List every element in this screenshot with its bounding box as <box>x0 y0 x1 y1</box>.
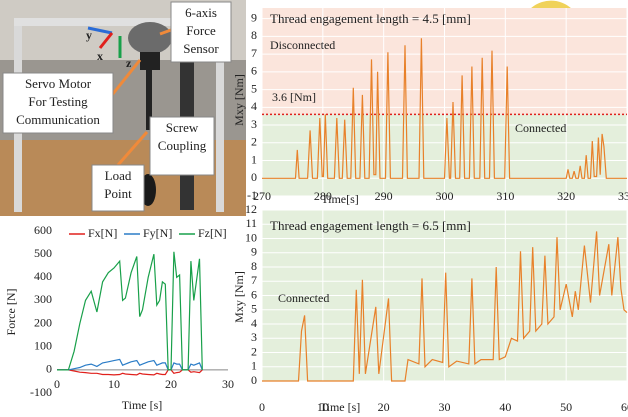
x-tick-label: 330 <box>618 189 628 203</box>
data-line <box>57 251 203 371</box>
y-axis-label: Mxy [Nm] <box>232 74 246 126</box>
y-tick-label: 4 <box>251 99 257 113</box>
photo-label: Point <box>104 186 132 201</box>
x-tick-label: 290 <box>375 189 393 203</box>
x-tick-label: 300 <box>436 189 454 203</box>
y-axis-label: Mxy [Nm] <box>232 271 246 323</box>
y-tick-label: 600 <box>34 223 52 237</box>
y-tick-label: 100 <box>34 338 52 352</box>
x-tick-label: 310 <box>496 189 514 203</box>
photo-label: Load <box>105 168 132 183</box>
x-tick-label: 0 <box>54 377 60 391</box>
photo-label: Coupling <box>158 138 207 153</box>
x-tick-label: 270 <box>253 189 271 203</box>
data-line <box>262 38 627 179</box>
y-axis-label: Force [N] <box>4 289 18 336</box>
x-tick-label: 0 <box>259 400 265 414</box>
photo-label: Force <box>186 23 216 38</box>
photo-label: 6-axis <box>185 5 217 20</box>
y-tick-label: 0 <box>46 362 52 376</box>
y-tick-label: 3 <box>251 330 257 344</box>
x-tick-label: 50 <box>560 400 572 414</box>
x-tick-label: 20 <box>165 377 177 391</box>
y-tick-label: -1 <box>247 188 257 202</box>
y-tick-label: 0 <box>251 373 257 387</box>
x-tick-label: 30 <box>439 400 451 414</box>
x-axis-label: Time[s] <box>321 192 359 206</box>
y-tick-label: 6 <box>251 287 257 301</box>
y-tick-label: 12 <box>245 202 257 216</box>
chart-title: Thread engagement length = 4.5 [mm] <box>270 11 471 26</box>
y-tick-label: 6 <box>251 64 257 78</box>
photo-axis-label: y <box>86 28 92 42</box>
y-tick-label: 2 <box>251 344 257 358</box>
photo-label: Communication <box>16 112 100 127</box>
y-tick-label: 5 <box>251 81 257 95</box>
data-line <box>262 231 628 382</box>
y-tick-label: 3 <box>251 117 257 131</box>
photo-label: Servo Motor <box>25 76 92 91</box>
y-tick-label: 7 <box>251 46 257 60</box>
x-tick-label: 40 <box>499 400 511 414</box>
y-tick-label: 2 <box>251 135 257 149</box>
y-tick-label: 1 <box>251 359 257 373</box>
legend-label: Fx[N] <box>88 226 117 240</box>
x-tick-label: 60 <box>621 400 628 414</box>
legend-label: Fy[N] <box>143 226 172 240</box>
annotation: Disconnected <box>270 38 335 52</box>
x-axis-label: Time [s] <box>122 398 163 412</box>
y-tick-label: 500 <box>34 246 52 260</box>
x-tick-label: 10 <box>108 377 120 391</box>
y-tick-label: 1 <box>251 152 257 166</box>
y-tick-label: 9 <box>251 245 257 259</box>
photo-axis-label: x <box>97 49 103 63</box>
photo-label: For Testing <box>28 94 88 109</box>
y-tick-label: 11 <box>245 216 257 230</box>
data-line <box>57 358 203 371</box>
photo-label: Screw <box>166 120 199 135</box>
x-tick-label: 10 <box>317 400 329 414</box>
y-tick-label: -100 <box>30 385 52 399</box>
y-tick-label: 10 <box>245 230 257 244</box>
y-tick-label: 400 <box>34 269 52 283</box>
x-tick-label: 20 <box>378 400 390 414</box>
y-tick-label: 4 <box>251 316 257 330</box>
photo-label: Sensor <box>183 41 219 56</box>
y-tick-label: 8 <box>251 28 257 42</box>
annotation: Connected <box>515 121 566 135</box>
y-tick-label: 300 <box>34 292 52 306</box>
x-tick-label: 280 <box>314 189 332 203</box>
x-tick-label: 30 <box>222 377 234 391</box>
y-tick-label: 9 <box>251 10 257 24</box>
x-axis-label: Time [s] <box>320 400 361 414</box>
data-line <box>57 369 203 376</box>
y-tick-label: 8 <box>251 259 257 273</box>
chart-title: Thread engagement length = 6.5 [mm] <box>270 218 471 233</box>
y-tick-label: 7 <box>251 273 257 287</box>
y-tick-label: 5 <box>251 302 257 316</box>
annotation: Connected <box>278 291 329 305</box>
y-tick-label: 200 <box>34 315 52 329</box>
photo-axis-label: z <box>126 56 132 70</box>
x-tick-label: 320 <box>557 189 575 203</box>
threshold-label: 3.6 [Nm] <box>272 90 316 104</box>
y-tick-label: 0 <box>251 170 257 184</box>
photo <box>0 0 246 216</box>
legend-label: Fz[N] <box>198 226 227 240</box>
